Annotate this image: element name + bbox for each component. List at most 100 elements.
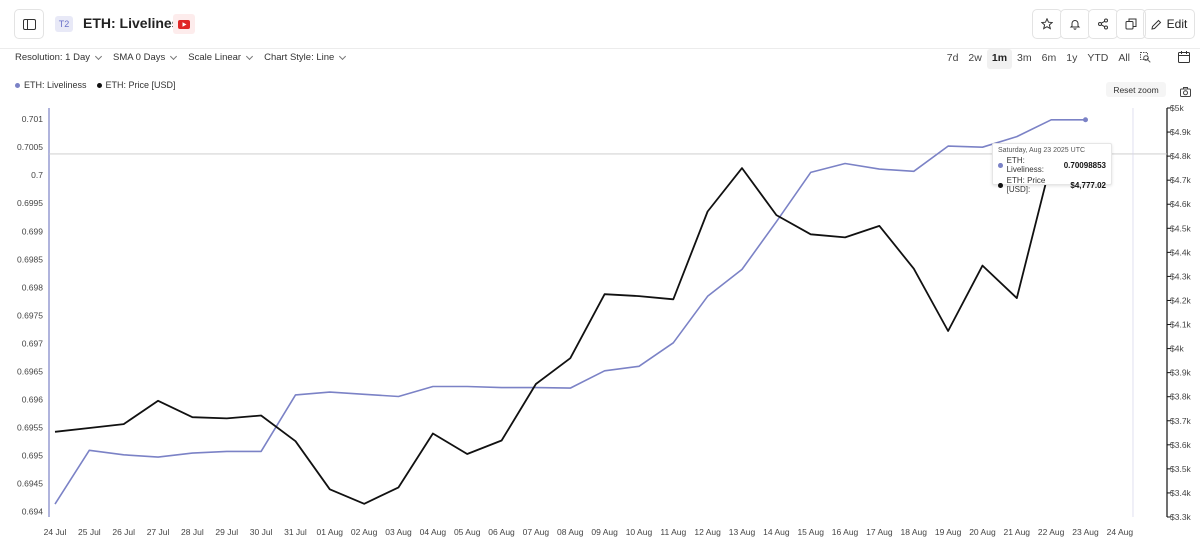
tooltip-dot — [998, 162, 1003, 168]
zoom-range-button[interactable] — [1135, 49, 1156, 69]
right-tick-label: $4.9k — [1170, 127, 1192, 137]
x-tick-label: 15 Aug — [797, 527, 824, 537]
range-1m[interactable]: 1m — [986, 49, 1013, 69]
x-tick-label: 24 Jul — [44, 527, 67, 537]
tooltip-liveliness-label: ETH: Liveliness: — [1006, 156, 1044, 174]
legend-dot — [15, 82, 20, 88]
range-all[interactable]: All — [1118, 52, 1130, 64]
left-tick-label: 0.698 — [22, 282, 44, 292]
range-ytd[interactable]: YTD — [1087, 52, 1109, 64]
right-tick-label: $4.3k — [1170, 271, 1192, 281]
left-tick-label: 0.696 — [22, 394, 44, 404]
scale-label: Scale Linear — [188, 52, 242, 63]
x-tick-label: 30 Jul — [250, 527, 273, 537]
legend-label: ETH: Price [USD] — [105, 80, 176, 90]
tooltip-price-label: ETH: Price [USD]: — [1006, 176, 1046, 194]
edit-button[interactable]: Edit — [1143, 9, 1195, 39]
x-tick-label: 17 Aug — [866, 527, 893, 537]
line-chart[interactable]: 0.694 0.6945 0.695 0.6955 0.696 0.6965 0.697 0.… — [0, 100, 1200, 552]
star-icon — [1041, 18, 1053, 30]
sma-label: SMA 0 Days — [112, 52, 166, 63]
x-tick-label: 24 Aug — [1107, 527, 1134, 537]
sma-dropdown[interactable]: SMA 0 Days — [112, 52, 178, 63]
zoom-select-icon — [1140, 52, 1151, 63]
range-1y[interactable]: 1y — [1066, 52, 1078, 64]
x-tick-label: 21 Aug — [1004, 527, 1031, 537]
left-tick-label: 0.6985 — [17, 254, 43, 264]
right-tick-label: $4k — [1170, 344, 1184, 354]
x-tick-label: 23 Aug — [1072, 527, 1099, 537]
top-bar: T2 ETH: Liveliness — [0, 0, 1200, 49]
bell-icon — [1069, 20, 1081, 30]
left-tick-label: 0.6945 — [17, 478, 43, 488]
x-tick-label: 19 Aug — [935, 527, 962, 537]
left-tick-label: 0.701 — [22, 114, 44, 124]
tier-badge: T2 — [55, 16, 73, 32]
resolution-dropdown[interactable]: Resolution: 1 Day — [15, 52, 103, 63]
right-tick-label: $3.5k — [1170, 464, 1192, 474]
x-tick-label: 18 Aug — [901, 527, 928, 537]
date-picker-button[interactable] — [1178, 50, 1190, 68]
reset-zoom-button[interactable]: Reset zoom — [1106, 82, 1166, 97]
chevron-down-icon — [170, 52, 178, 60]
x-tick-label: 01 Aug — [317, 527, 344, 537]
tooltip-liveliness-value: 0.70098853 — [1063, 160, 1106, 170]
sidebar-icon — [22, 18, 36, 30]
scale-dropdown[interactable]: Scale Linear — [188, 52, 254, 63]
x-tick-label: 12 Aug — [694, 527, 721, 537]
right-tick-label: $4.5k — [1170, 223, 1192, 233]
x-tick-label: 06 Aug — [488, 527, 515, 537]
x-tick-label: 09 Aug — [591, 527, 618, 537]
left-tick-label: 0.695 — [22, 450, 44, 460]
legend-item-liveliness[interactable]: ETH: Liveliness — [15, 80, 87, 90]
edit-label: Edit — [1166, 17, 1188, 31]
x-tick-label: 29 Jul — [215, 527, 238, 537]
time-range-selector: 7d 2w 1m 3m 6m 1y YTD All — [942, 49, 1156, 69]
left-tick-label: 0.7005 — [17, 142, 43, 152]
x-tick-label: 07 Aug — [523, 527, 550, 537]
left-tick-label: 0.694 — [22, 506, 44, 516]
legend-item-price[interactable]: ETH: Price [USD] — [96, 80, 176, 90]
alert-button[interactable] — [1060, 9, 1090, 39]
x-tick-label: 28 Jul — [181, 527, 204, 537]
chart-tooltip: Saturday, Aug 23 2025 UTC ETH: Livelines… — [992, 143, 1112, 194]
right-tick-label: $4.2k — [1170, 295, 1192, 305]
x-tick-label: 11 Aug — [660, 527, 686, 537]
range-3m[interactable]: 3m — [1017, 52, 1032, 64]
copy-icon — [1125, 18, 1137, 30]
left-tick-label: 0.6965 — [17, 366, 43, 376]
share-button[interactable] — [1088, 9, 1118, 39]
right-tick-label: $4.1k — [1170, 320, 1192, 330]
left-tick-label: 0.697 — [22, 338, 44, 348]
right-tick-label: $3.8k — [1170, 392, 1192, 402]
x-tick-label: 03 Aug — [385, 527, 412, 537]
chart-style-dropdown[interactable]: Chart Style: Line — [264, 52, 347, 63]
right-tick-label: $4.7k — [1170, 175, 1192, 185]
tooltip-date: Saturday, Aug 23 2025 UTC — [998, 147, 1086, 154]
x-tick-label: 05 Aug — [454, 527, 481, 537]
right-axis-ticks: $3.3k $3.4k $3.5k $3.6k $3.7k $3.8k $3.9k $4k $4… — [1167, 103, 1192, 522]
duplicate-button[interactable] — [1116, 9, 1146, 39]
chart-series — [54, 117, 1088, 505]
left-tick-label: 0.699 — [22, 226, 44, 236]
screenshot-button[interactable] — [1180, 84, 1191, 102]
tooltip-row-price: ETH: Price [USD]: $4,777.02 — [998, 176, 1106, 194]
share-icon — [1098, 18, 1108, 30]
favorite-button[interactable] — [1032, 9, 1062, 39]
calendar-icon — [1178, 51, 1190, 63]
right-tick-label: $4.6k — [1170, 199, 1192, 209]
left-tick-label: 0.6975 — [17, 310, 43, 320]
tooltip-price-value: $4,777.02 — [1070, 180, 1106, 190]
pencil-icon — [1151, 19, 1161, 30]
liveliness-point — [1083, 117, 1088, 123]
x-tick-label: 16 Aug — [832, 527, 859, 537]
chart-legend: ETH: Liveliness ETH: Price [USD] — [15, 80, 176, 90]
x-tick-label: 02 Aug — [351, 527, 378, 537]
sidebar-toggle-button[interactable] — [14, 9, 44, 39]
youtube-button[interactable] — [173, 14, 195, 34]
x-tick-label: 25 Jul — [78, 527, 101, 537]
right-tick-label: $3.3k — [1170, 512, 1192, 522]
range-7d[interactable]: 7d — [946, 52, 959, 64]
range-2w[interactable]: 2w — [968, 52, 982, 64]
range-6m[interactable]: 6m — [1041, 52, 1057, 64]
